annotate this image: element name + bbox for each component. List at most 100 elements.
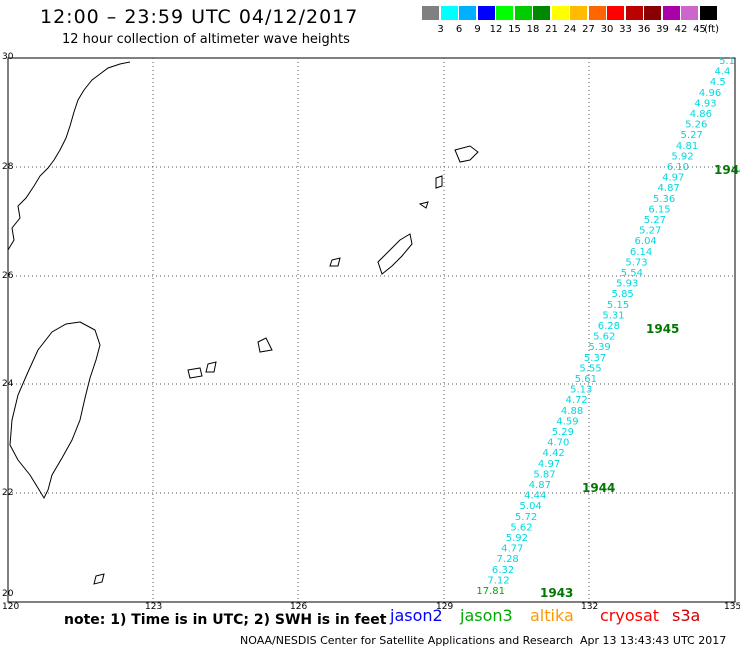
ryukyu-island-6 <box>435 175 443 189</box>
legend-swatch <box>514 6 532 20</box>
ryukyu-island-4 <box>205 361 217 373</box>
wave-height-value: 4.97 <box>662 173 684 184</box>
ryukyu-island-7 <box>418 201 429 209</box>
time-label: 1944 <box>582 481 615 495</box>
ryukyu-island-5 <box>257 337 273 353</box>
wave-height-value: 5.55 <box>579 363 601 374</box>
sat-s3a: s3a <box>672 606 701 625</box>
wave-height-value: 4.59 <box>556 416 578 427</box>
wave-height-value: 5.29 <box>552 427 574 438</box>
wave-height-value: 4.88 <box>561 406 583 417</box>
wave-height-value: 6.28 <box>598 321 620 332</box>
wave-height-value: 5.04 <box>520 501 542 512</box>
wave-height-value: 7.28 <box>497 554 519 565</box>
time-labels: 1944 1945 1944 1943 <box>540 163 740 600</box>
legend-swatch <box>588 6 606 20</box>
legend-swatch <box>551 6 569 20</box>
wave-height-value: 5.27 <box>681 130 703 141</box>
legend-swatch <box>699 6 717 20</box>
legend-unit: (ft) <box>704 24 720 35</box>
sat-altika: altika <box>530 606 574 625</box>
wave-height-value: 7.12 <box>487 575 509 586</box>
wave-height-value: 5.36 <box>653 194 675 205</box>
y-tick-label: 30 <box>2 52 14 62</box>
wave-height-value: 5.85 <box>612 289 634 300</box>
footer-credit: NOAA/NESDIS Center for Satellite Applica… <box>240 634 574 647</box>
wave-height-value: 4.87 <box>658 183 680 194</box>
wave-height-value: 5.27 <box>644 215 666 226</box>
legend-label: 30 <box>600 24 614 35</box>
wave-height-value: 5.92 <box>506 533 528 544</box>
legend-swatch <box>440 6 458 20</box>
wave-height-value: 4.87 <box>529 480 551 491</box>
wave-height-value: 4.42 <box>543 448 565 459</box>
legend-swatch <box>570 6 587 20</box>
legend-label: 36 <box>637 24 651 35</box>
ryukyu-island-3 <box>187 367 203 379</box>
wave-height-value: 4.86 <box>690 109 712 120</box>
wave-height-value: 4.72 <box>566 395 588 406</box>
legend-label: 3 <box>437 24 444 35</box>
wave-height-value: 6.14 <box>630 247 652 258</box>
x-tick-label: 135 <box>724 602 740 612</box>
legend-swatch <box>644 6 661 20</box>
map-title: 12:00 – 23:59 UTC 04/12/2017 <box>40 6 359 28</box>
legend-swatch <box>496 6 513 20</box>
wave-height-value: 5.15 <box>607 300 629 311</box>
china-coast <box>7 61 131 251</box>
grid <box>8 58 735 602</box>
x-tick-label: 132 <box>581 602 599 612</box>
y-tick-label: 26 <box>2 271 14 281</box>
y-tick-label: 24 <box>2 379 14 389</box>
wave-height-value: 5.13 <box>570 385 592 396</box>
time-label: 1945 <box>646 322 679 336</box>
wave-height-value: 5.73 <box>625 257 647 268</box>
legend-label: 24 <box>563 24 577 35</box>
legend-swatch <box>533 6 550 20</box>
legend-swatch <box>422 6 439 20</box>
wave-height-value: 4.44 <box>524 491 546 502</box>
wave-height-value: 6.04 <box>635 236 657 247</box>
altimeter-track: 5.14.44.54.964.934.865.265.274.815.926.1… <box>476 56 735 597</box>
legend-swatch <box>607 6 624 20</box>
ryukyu-island-2 <box>377 233 413 275</box>
map-subtitle: 12 hour collection of altimeter wave hei… <box>62 32 350 47</box>
legend-label: 21 <box>545 24 558 35</box>
wave-height-value: 5.62 <box>593 332 615 343</box>
legend-label: 45 <box>693 24 706 35</box>
x-tick-label: 129 <box>436 602 454 612</box>
wave-height-value: 5.72 <box>515 512 537 523</box>
map-frame <box>7 57 736 603</box>
wave-height-value: 5.27 <box>639 226 661 237</box>
wave-height-value: 4.96 <box>699 88 721 99</box>
x-tick-label: 120 <box>2 602 20 612</box>
sat-cryosat: cryosat <box>600 606 660 625</box>
ryukyu-island-1 <box>454 145 479 163</box>
taiwan-coast <box>9 321 101 500</box>
wave-height-value: 4.70 <box>547 438 569 449</box>
ryukyu-island-8 <box>329 257 341 267</box>
legend-swatch <box>681 6 698 20</box>
wave-height-value: 4.4 <box>714 67 730 78</box>
x-tick-label: 126 <box>290 602 308 612</box>
time-label: 1943 <box>540 586 573 600</box>
wave-height-value: 5.37 <box>584 353 606 364</box>
sat-jason2: jason2 <box>390 606 443 625</box>
wave-height-value: 4.81 <box>676 141 698 152</box>
wave-height-value: 17.81 <box>476 586 505 597</box>
legend-swatch <box>625 6 643 20</box>
wave-height-value: 5.61 <box>575 374 597 385</box>
wave-height-value: 4.77 <box>501 544 523 555</box>
legend-label: 12 <box>489 24 503 35</box>
wave-height-value: 5.26 <box>685 120 707 131</box>
legend-label: 33 <box>619 24 632 35</box>
y-tick-label: 20 <box>2 589 14 599</box>
legend-label: 27 <box>582 24 595 35</box>
legend-label: 6 <box>455 24 463 35</box>
wave-height-legend: 3 6 9 12 15 18 21 24 27 30 33 36 39 42 45 (ft) <box>422 6 732 42</box>
wave-height-value: 6.15 <box>648 204 670 215</box>
legend-swatch <box>477 6 495 20</box>
wave-height-value: 5.54 <box>621 268 643 279</box>
wave-height-value: 5.93 <box>616 279 638 290</box>
